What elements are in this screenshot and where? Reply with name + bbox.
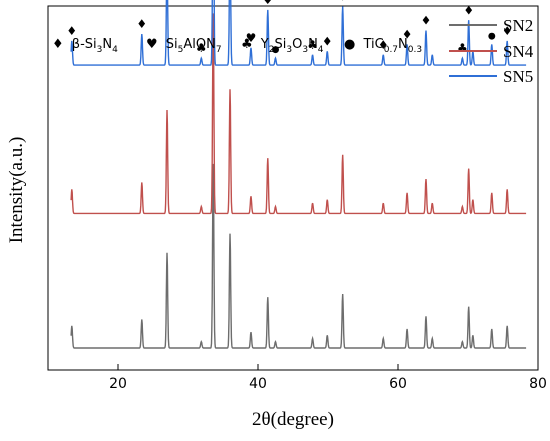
phase-marker: ♦ <box>463 3 474 17</box>
heart-icon: ♥ <box>146 37 158 52</box>
x-tick-label: 40 <box>249 376 267 392</box>
series-lines <box>70 0 527 349</box>
phase-marker: ♣ <box>307 38 318 52</box>
phase-marker: ♦ <box>421 14 432 28</box>
y-axis-label: Intensity(a.u.) <box>6 137 27 244</box>
phase-legend-item-beta-si3n4: ♦ β-Si3N4 <box>52 37 118 55</box>
phase-marker: ● <box>272 45 280 55</box>
series-line-sn5 <box>70 0 527 66</box>
phase-marker: ♦ <box>66 24 77 38</box>
series-line-sn2 <box>70 163 527 349</box>
phase-marker: ♦ <box>402 27 413 41</box>
phase-markers: ♦♦♦♣♦●♥♥●♣♦♥♦♦♦♣♦●♦ <box>66 0 512 55</box>
phase-marker: ♥ <box>246 31 257 45</box>
phase-marker: ♥ <box>262 0 273 7</box>
legend-label-sn5: SN5 <box>503 67 533 86</box>
phase-marker: ♦ <box>136 17 147 31</box>
series-line-sn4 <box>70 13 527 215</box>
phase-marker: ● <box>488 31 496 41</box>
phase-legend-item-si5alon7: ♥ Si5AlON7 <box>146 37 222 55</box>
x-axis-ticks: 20 40 60 80 <box>109 364 547 392</box>
x-tick-label: 20 <box>109 376 127 392</box>
phase-legend-item-tic07n03: ● TiC0.7N0.3 <box>344 37 422 55</box>
legend-label-sn2: SN2 <box>503 16 533 35</box>
legend-label-sn4: SN4 <box>503 42 534 61</box>
diamond-icon: ♦ <box>52 37 64 52</box>
club-icon: ♣ <box>241 37 253 52</box>
plot-frame <box>47 5 539 371</box>
phase-marker: ♦ <box>322 34 333 48</box>
phase-legend-item-y2si3o3n4: ♣ Y2Si3O3N4 <box>241 37 324 55</box>
dot-icon: ● <box>344 37 355 52</box>
phase-legend: ♦ β-Si3N4 ♥ Si5AlON7 ♣ Y2Si3O3N4 ● TiC0.… <box>52 37 422 55</box>
x-tick-label: 60 <box>389 376 407 392</box>
phase-marker: ♦ <box>502 24 513 38</box>
phase-marker: ♣ <box>457 41 468 55</box>
series-legend: SN2 SN4 SN5 <box>449 16 534 86</box>
phase-marker: ♥ <box>337 0 348 3</box>
x-axis-label: 2θ(degree) <box>252 409 334 430</box>
x-tick-label: 80 <box>529 376 547 392</box>
phase-marker: ♣ <box>196 41 207 55</box>
phase-marker: ♦ <box>378 38 389 52</box>
